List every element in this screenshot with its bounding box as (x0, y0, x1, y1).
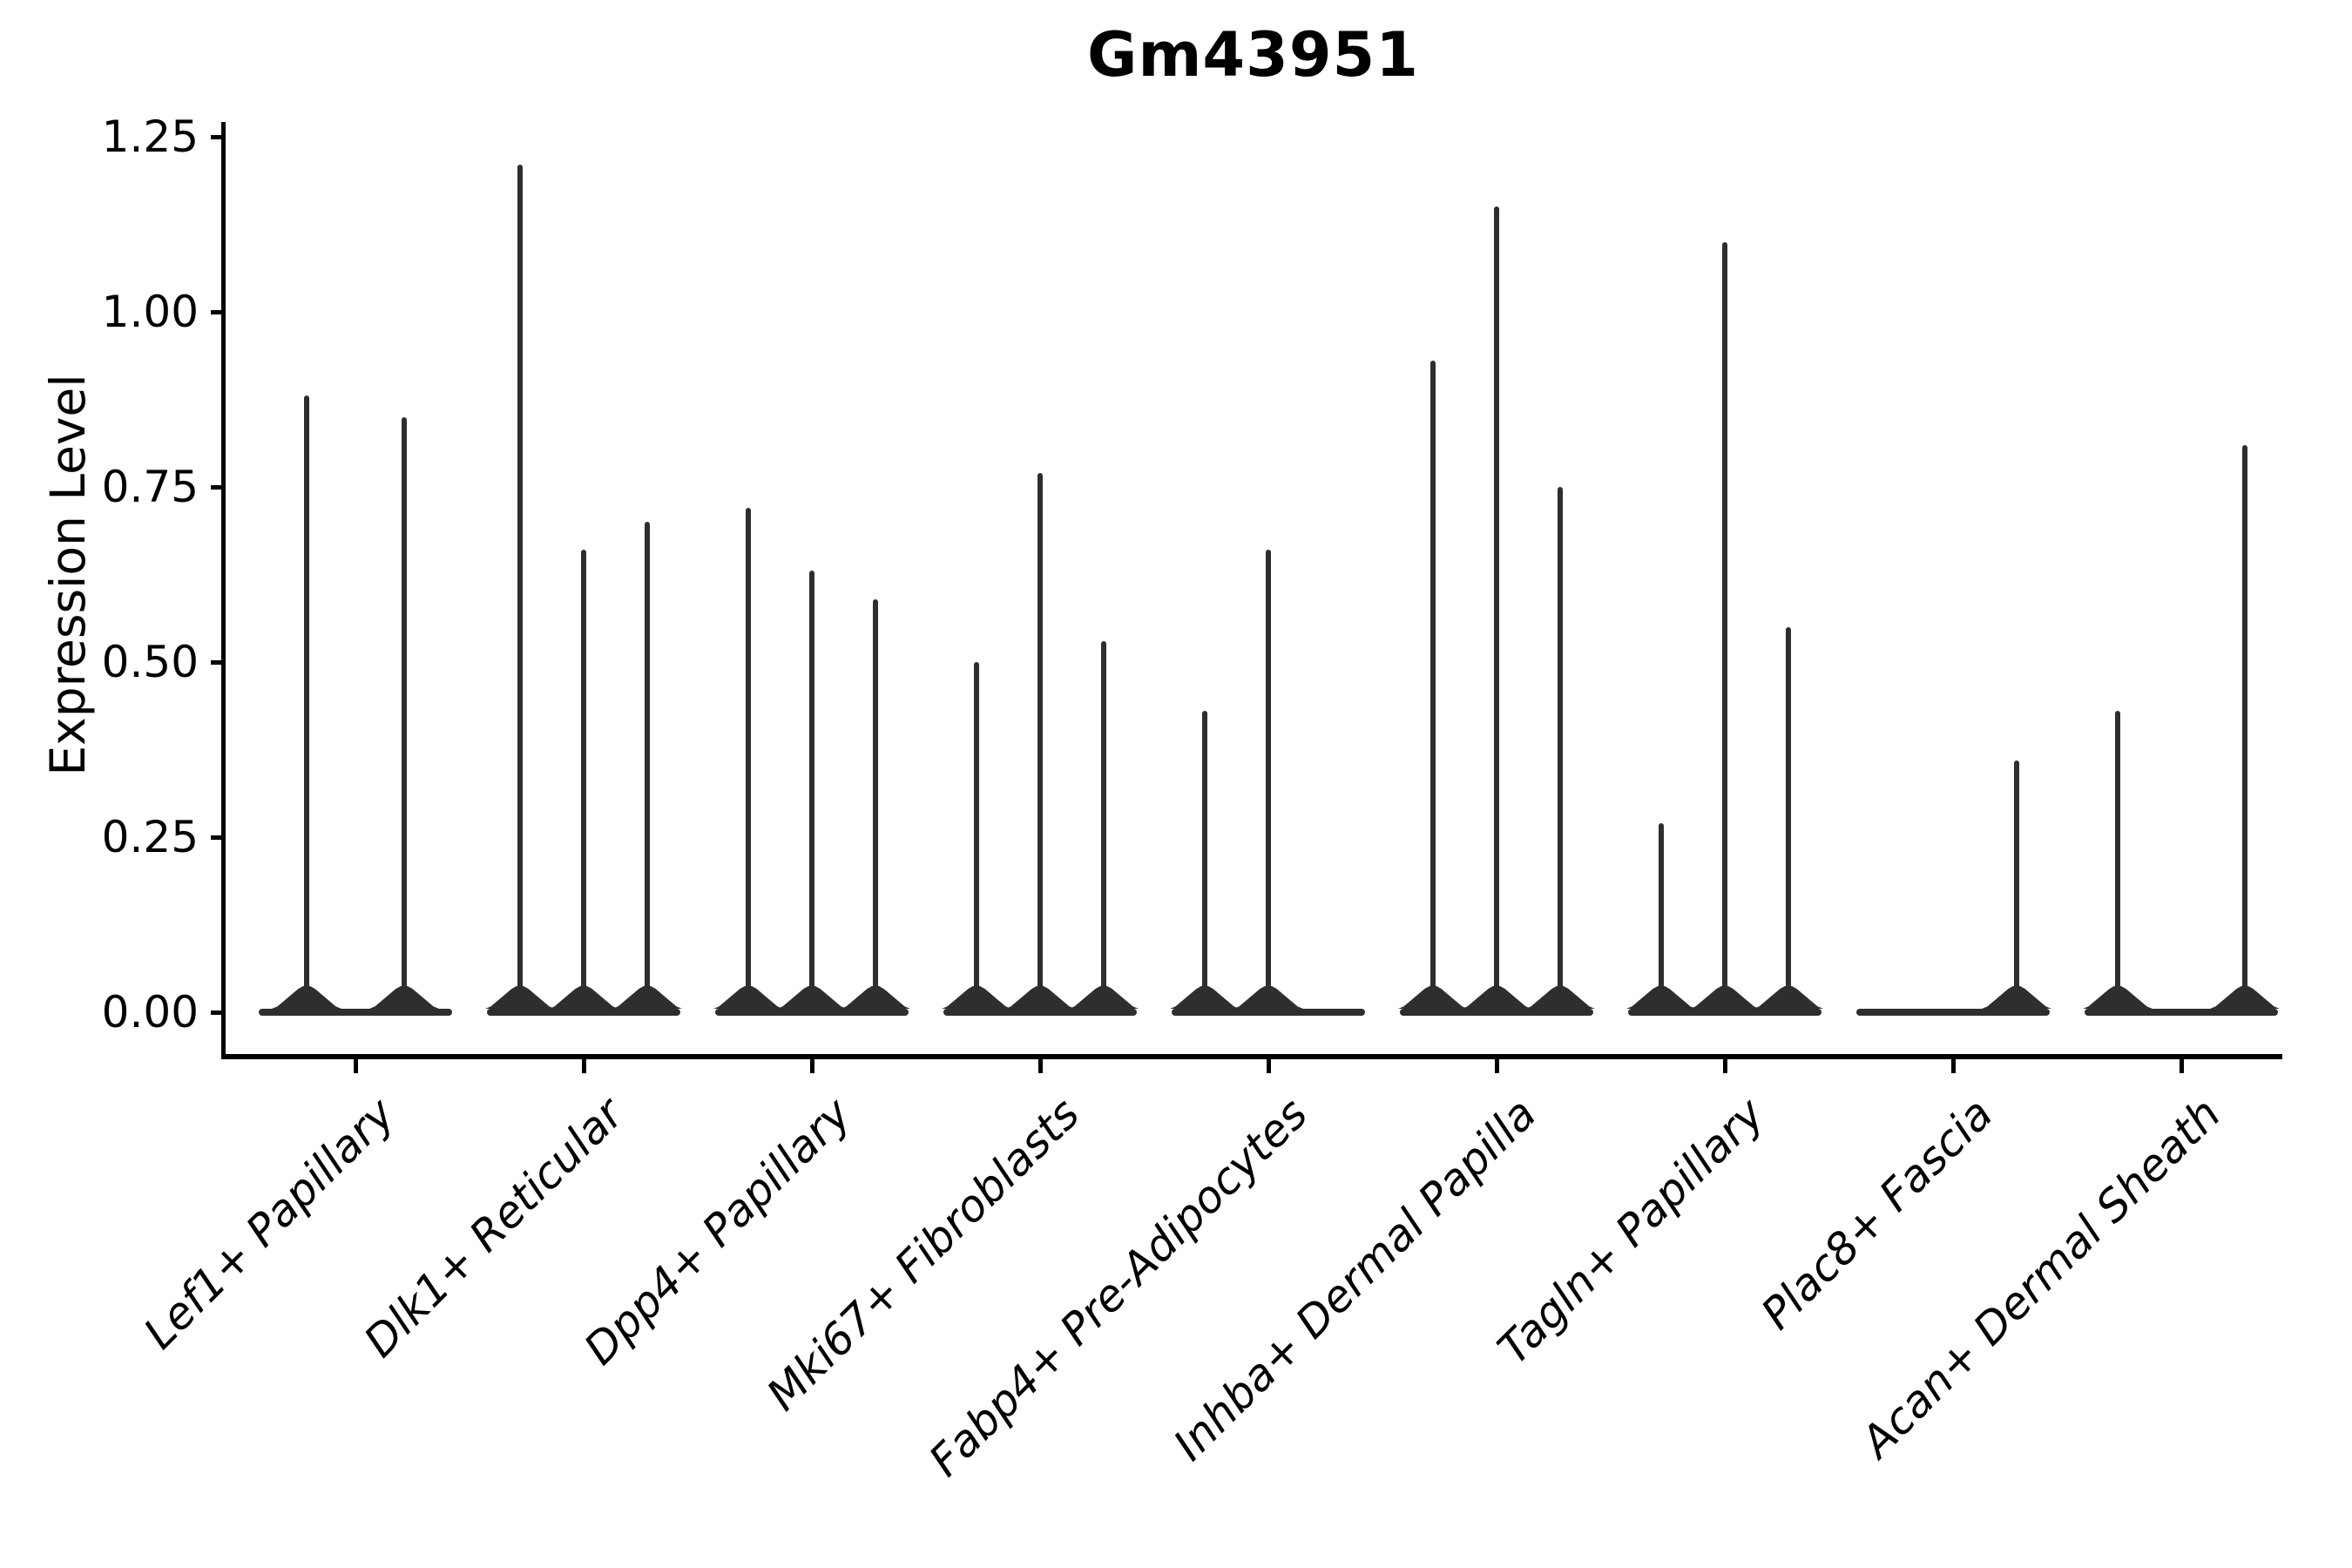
violin-spike (402, 416, 407, 1014)
x-tick-mark (1266, 1054, 1271, 1073)
y-tick-mark (211, 134, 225, 139)
y-tick-mark (211, 1010, 225, 1015)
violin-spike (1430, 361, 1436, 1014)
violin-spike (1202, 711, 1207, 1014)
violin-spike (2242, 444, 2247, 1014)
violin-spike (1266, 550, 1271, 1014)
violin-spike (1659, 822, 1664, 1014)
x-tick-mark (1037, 1054, 1043, 1073)
violin-spike (746, 508, 751, 1014)
violin-spike (2014, 760, 2019, 1014)
violin-spike (581, 550, 586, 1014)
x-tick-label: Fabp4+ Pre-Adipocytes (919, 1088, 1318, 1486)
violin-spike (304, 395, 309, 1014)
x-tick-mark (2179, 1054, 2184, 1073)
x-tick-mark (581, 1054, 586, 1073)
violin-spike (1786, 626, 1791, 1014)
x-tick-mark (1950, 1054, 1956, 1073)
y-tick-mark (211, 659, 225, 665)
left-spine (221, 122, 226, 1059)
bottom-spine (221, 1054, 2282, 1059)
violin-spike (1037, 472, 1043, 1014)
y-tick-label: 1.25 (101, 112, 199, 162)
x-tick-mark (353, 1054, 358, 1073)
violin-spike (2115, 711, 2120, 1014)
violin-baseline (259, 1009, 452, 1016)
x-tick-mark (1494, 1054, 1499, 1073)
y-tick-label: 0.00 (101, 987, 199, 1037)
violin-baseline (2085, 1009, 2278, 1016)
violin-spike (1558, 487, 1563, 1014)
x-tick-mark (1722, 1054, 1727, 1073)
violin-spike (809, 571, 814, 1014)
violin-spike (645, 522, 650, 1014)
y-tick-mark (211, 484, 225, 490)
x-tick-mark (809, 1054, 814, 1073)
y-tick-mark (211, 835, 225, 840)
violin-spike (1494, 206, 1499, 1014)
y-axis-label: Expression Level (40, 374, 96, 776)
x-tick-label: Plac8+ Fascia (1751, 1088, 2003, 1340)
y-tick-label: 0.50 (101, 637, 199, 687)
violin-spike (1722, 241, 1727, 1014)
x-tick-label: Inhba+ Dermal Papilla (1163, 1088, 1546, 1470)
violin-spike (873, 598, 878, 1014)
violin-baseline (1856, 1009, 2050, 1016)
chart-title: Gm43951 (1087, 19, 1419, 91)
y-tick-label: 0.25 (101, 812, 199, 862)
y-tick-mark (211, 309, 225, 314)
y-tick-label: 0.75 (101, 462, 199, 512)
y-tick-label: 1.00 (101, 287, 199, 337)
violin-spike (1101, 640, 1106, 1014)
violin-spike (517, 165, 523, 1014)
violin-spike (974, 662, 979, 1014)
